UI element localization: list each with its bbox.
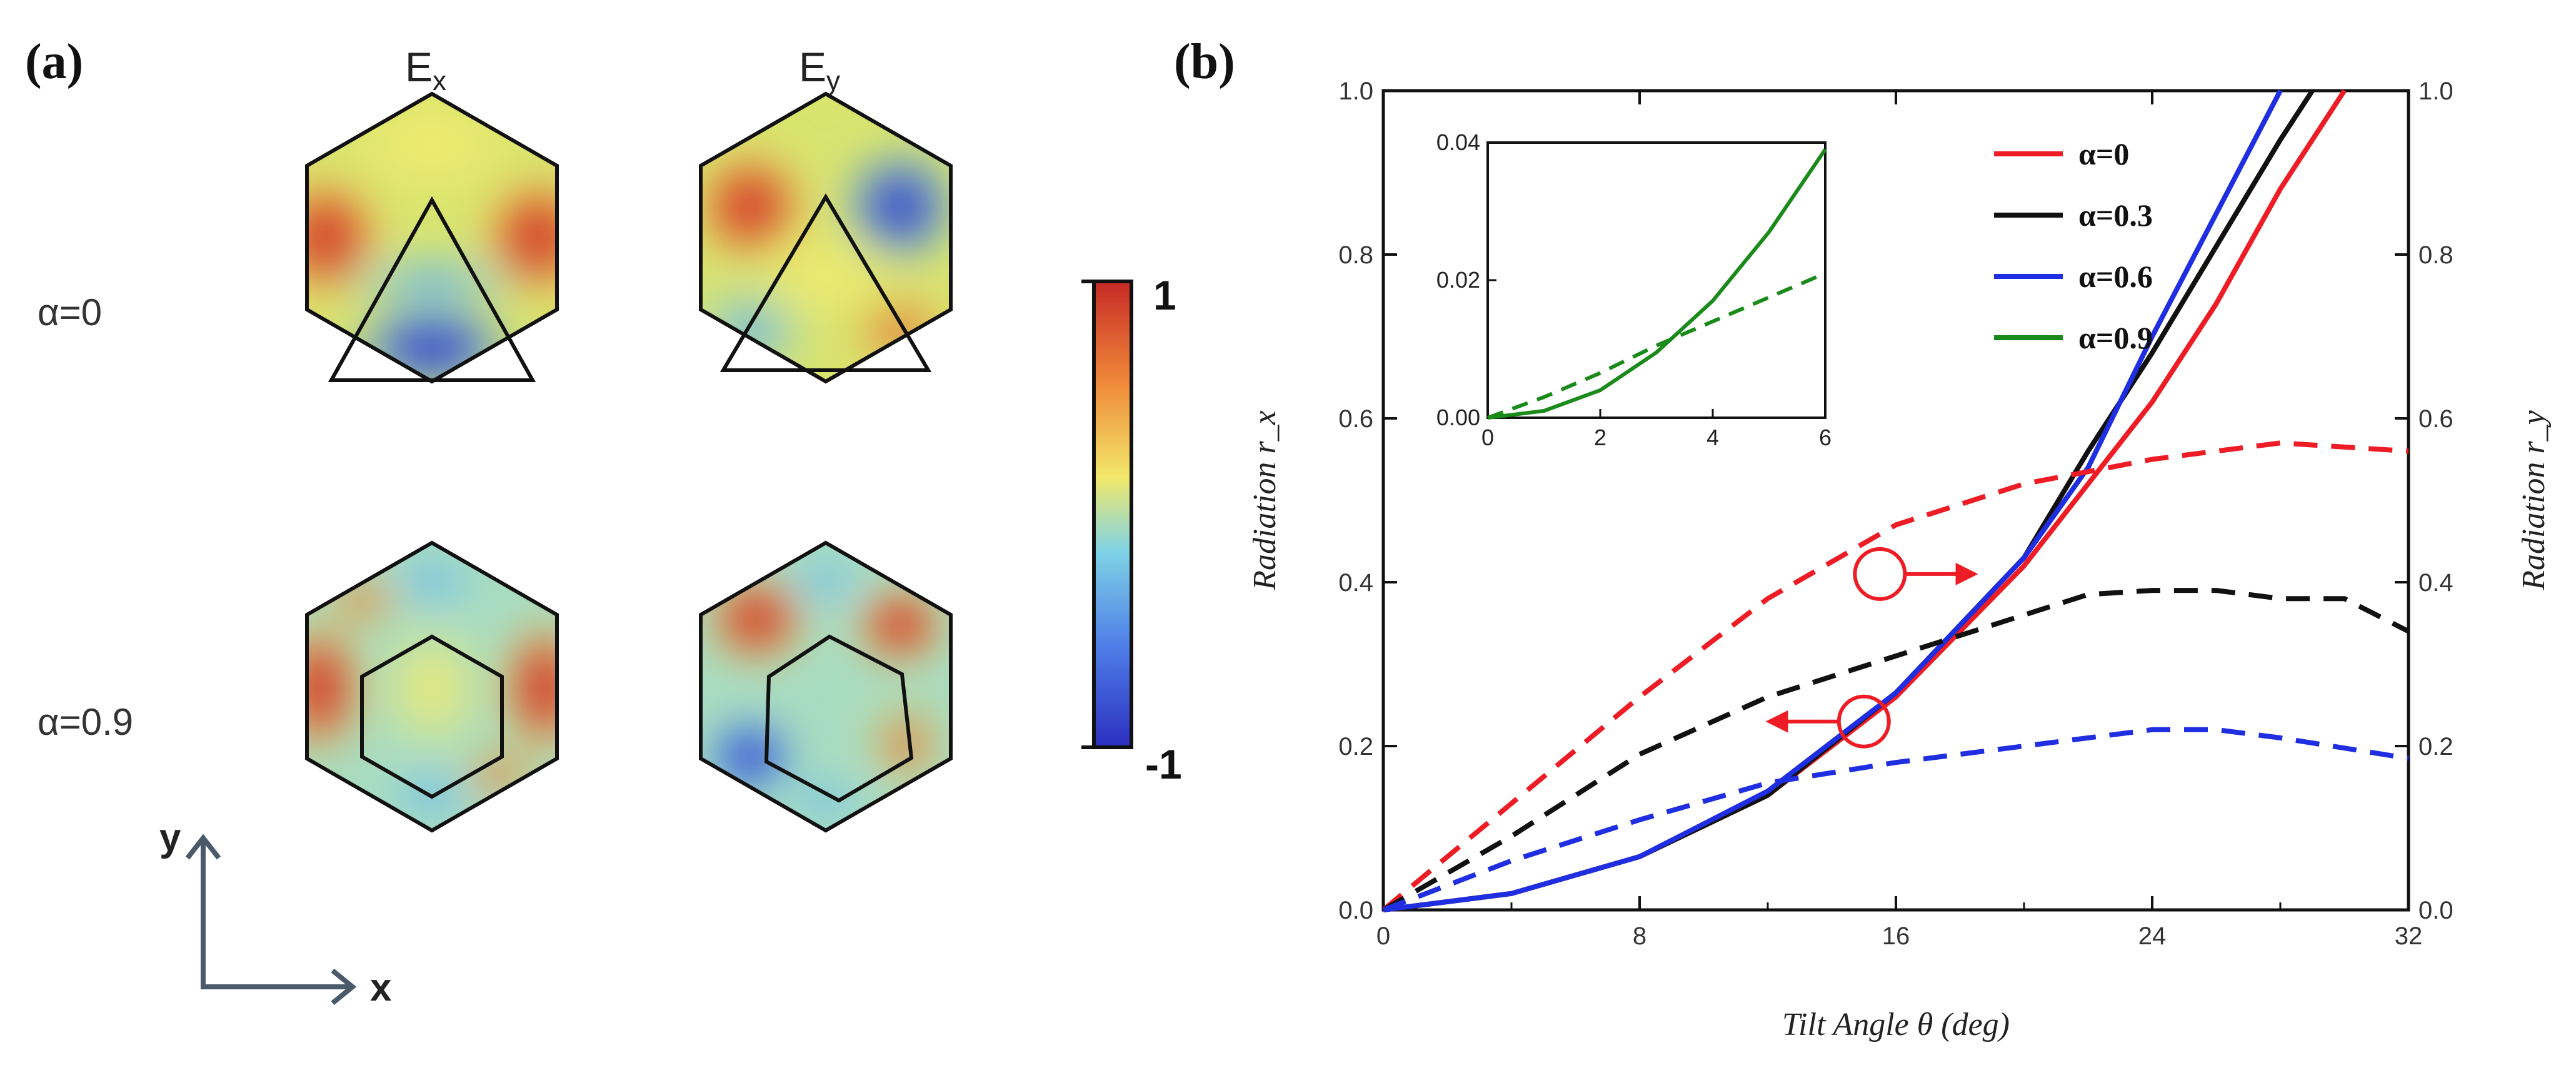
colorbar-max-label: 1 [1153,272,1176,318]
legend: α=0 α=0.3 α=0.6 α=0.9 [1994,136,2153,355]
inset-y-tick-label: 0.00 [1436,405,1480,430]
inset-x-tick-label: 0 [1481,425,1494,450]
y-tick-right-label: 0.6 [2418,405,2453,433]
field-map-ex-alpha-09 [305,540,559,833]
axis-annotations [1765,547,1978,749]
y-tick-left-label: 0.4 [1338,569,1373,597]
y-tick-right-label: 0.0 [2418,897,2453,924]
x-axis-indicator-label: x [370,966,392,1009]
x-tick-label: 0 [1376,922,1390,950]
main-ticks: 0 8 16 24 320.00.20.40.60.81.00.00.20.40.60.… [1338,78,2453,950]
inner-triangle [328,196,536,382]
inner-triangle [719,193,932,372]
x-axis-title: Tilt Angle θ (deg) [1782,1007,2010,1042]
main-chart: 0 8 16 24 320.00.20.40.60.81.00.00.20.40.60.… [1247,78,2552,1042]
series-line [1383,89,2283,912]
y-tick-right-label: 1.0 [2418,78,2453,105]
legend-label: α=0.9 [2078,320,2153,355]
colorbar: 1 -1 [1081,272,1182,787]
y-tick-right-label: 0.4 [2418,569,2453,597]
panel-a: (a) Ex Ey α=0 α=0.9 [25,34,1182,1009]
inset-y-tick-label: 0.02 [1436,267,1480,293]
y-tick-right-label: 0.8 [2418,241,2453,269]
field-map-ey-alpha-0 [699,91,953,384]
inset-y-tick-label: 0.04 [1436,129,1480,155]
main-series [1381,89,2410,912]
y-tick-right-label: 0.2 [2418,733,2453,760]
series-line [1381,440,2409,912]
inset-x-tick-label: 4 [1706,425,1719,450]
y-tick-left-label: 0.0 [1338,897,1373,924]
field-map-ex-alpha-0 [305,91,559,384]
row-label-alpha-09: α=0.9 [38,701,133,743]
row-label-alpha-0: α=0 [38,291,102,333]
inset-series-line [1487,148,1827,420]
x-tick-label: 24 [2138,922,2167,950]
inset-x-tick-label: 2 [1594,425,1606,450]
legend-label: α=0 [2078,136,2129,171]
series-line [1382,727,2409,912]
inner-hexagon [360,634,504,799]
legend-label: α=0.6 [2078,259,2153,294]
inset-x-tick-label: 6 [1819,425,1832,450]
x-tick-label: 16 [1882,922,1910,950]
y-tick-left-label: 0.2 [1338,733,1373,760]
xy-axis-indicator: y x [159,816,392,1009]
inner-hexagon [764,634,914,803]
inset-series [1486,148,1827,420]
x-tick-label: 32 [2395,922,2423,950]
column-label-ex: Ex [405,44,446,96]
inset-series-line [1486,271,1827,420]
column-label-ey: Ey [799,44,840,96]
inset-chart: 0 2 4 6 0.00 0.02 0.04 [1436,129,1832,450]
colorbar-min-label: -1 [1145,741,1182,787]
panel-a-tag: (a) [25,34,83,89]
inset-ticks: 0 2 4 6 0.00 0.02 0.04 [1436,129,1832,450]
x-tick-label: 8 [1633,922,1646,950]
y-tick-left-label: 0.8 [1338,241,1373,269]
y-tick-left-label: 0.6 [1338,405,1373,433]
series-line [1382,588,2410,912]
y-tick-left-label: 1.0 [1338,78,1373,105]
y-axis-right-title: Radiation r_y [2516,410,2552,590]
inset-frame [1486,141,1827,419]
legend-label: α=0.3 [2078,198,2153,233]
panel-b-tag: (b) [1174,34,1235,89]
y-axis-indicator-label: y [159,816,181,859]
field-map-ey-alpha-09 [699,540,953,833]
y-axis-left-title: Radiation r_x [1247,410,1283,590]
panel-b: (b) 0 8 16 24 320.00.20.40.60.81.00.00.20.40… [1174,34,2552,1042]
